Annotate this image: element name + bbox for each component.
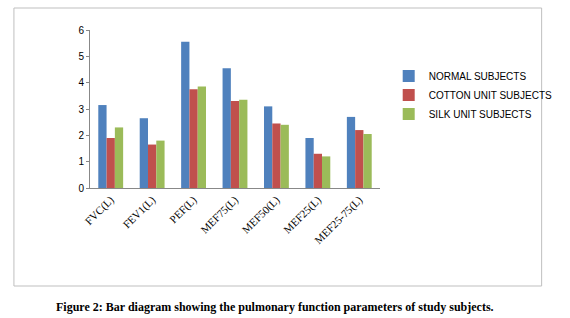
svg-text:6: 6: [78, 25, 84, 36]
svg-text:COTTON UNIT SUBJECTS: COTTON UNIT SUBJECTS: [429, 90, 552, 101]
svg-text:NORMAL SUBJECTS: NORMAL SUBJECTS: [429, 71, 527, 82]
svg-text:Figure 2: Bar diagram showing: Figure 2: Bar diagram showing the pulmon…: [56, 300, 494, 314]
svg-text:2: 2: [78, 130, 84, 141]
svg-text:PEF(L): PEF(L): [167, 193, 200, 226]
svg-text:MEF25-75(L): MEF25-75(L): [312, 193, 366, 247]
svg-text:MEF75(L): MEF75(L): [198, 193, 241, 236]
svg-text:0: 0: [78, 183, 84, 194]
svg-text:4: 4: [78, 77, 84, 88]
svg-text:FEV1(L): FEV1(L): [120, 193, 158, 231]
svg-text:MEF25(L): MEF25(L): [281, 193, 324, 236]
svg-text:SILK UNIT SUBJECTS: SILK UNIT SUBJECTS: [429, 109, 532, 120]
svg-text:FVC(L): FVC(L): [82, 193, 116, 227]
svg-text:3: 3: [78, 104, 84, 115]
svg-text:5: 5: [78, 51, 84, 62]
svg-text:1: 1: [78, 156, 84, 167]
svg-text:MEF50(L): MEF50(L): [240, 193, 283, 236]
